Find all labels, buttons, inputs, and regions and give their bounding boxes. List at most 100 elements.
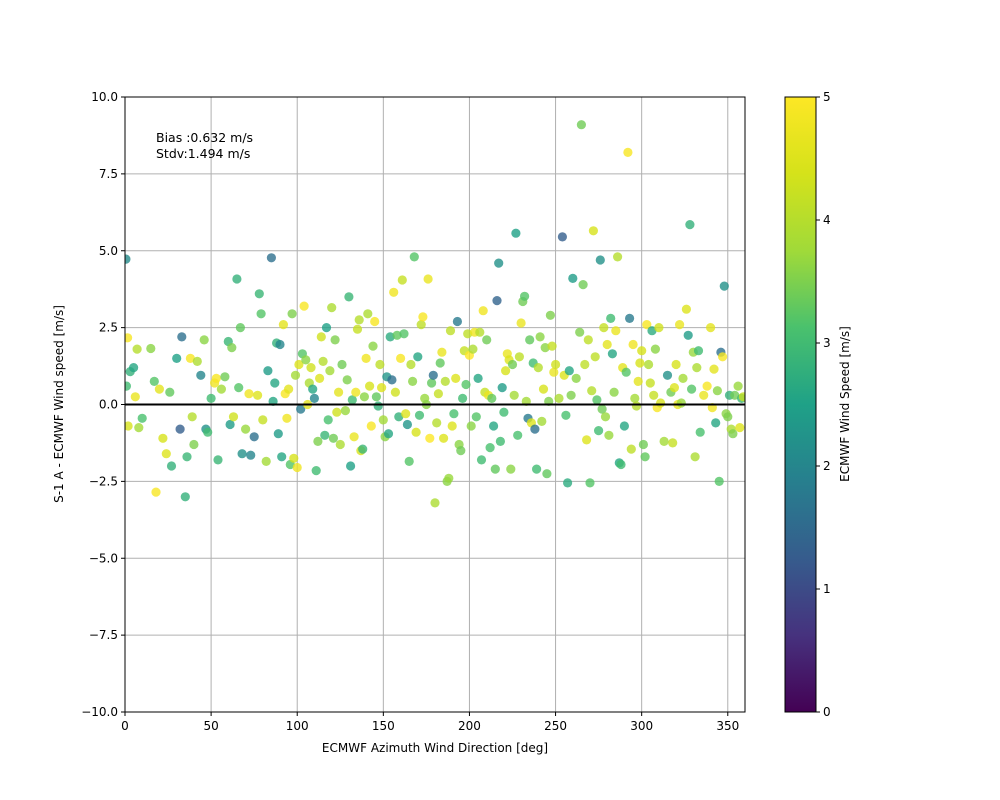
scatter-point — [640, 452, 650, 462]
scatter-point — [408, 376, 418, 386]
scatter-point — [439, 433, 449, 443]
scatter-point — [631, 401, 642, 411]
scatter-point — [719, 281, 729, 291]
scatter-point — [600, 412, 611, 422]
scatter-point — [711, 418, 721, 428]
scatter-point — [185, 353, 195, 363]
scatter-point — [196, 370, 206, 380]
scatter-point — [683, 330, 693, 340]
scatter-point — [413, 352, 423, 362]
x-axis-label: ECMWF Azimuth Wind Direction [deg] — [322, 741, 548, 755]
scatter-point — [273, 429, 283, 439]
scatter-point — [309, 393, 319, 403]
scatter-point — [225, 419, 235, 430]
scatter-point — [423, 274, 433, 284]
scatter-point — [227, 343, 237, 353]
scatter-point — [613, 252, 623, 262]
scatter-point — [399, 329, 409, 339]
scatter-point — [313, 436, 323, 446]
scatter-point — [458, 393, 468, 403]
scatter-point — [261, 456, 271, 466]
scatter-point — [351, 387, 361, 397]
scatter-point — [564, 366, 574, 376]
scatter-point — [545, 310, 556, 320]
scatter-point — [594, 426, 604, 436]
scatter-point — [263, 366, 273, 376]
scatter-point — [582, 435, 592, 445]
scatter-point — [425, 433, 435, 443]
scatter-point — [328, 433, 338, 443]
scatter-point — [390, 387, 400, 397]
scatter-point — [325, 366, 335, 376]
scatter-point — [561, 410, 571, 420]
scatter-point — [621, 367, 631, 377]
scatter-point — [576, 120, 587, 130]
scatter-point — [733, 381, 743, 391]
scatter-point — [401, 409, 411, 419]
scatter-point — [511, 228, 521, 238]
colorbar-gradient — [784, 96, 817, 713]
scatter-point — [249, 432, 259, 442]
scatter-point — [340, 406, 350, 416]
scatter-point — [316, 332, 326, 342]
scatter-point — [370, 316, 380, 327]
scatter-point — [675, 320, 685, 330]
scatter-point — [687, 384, 697, 394]
scatter-point — [352, 324, 363, 334]
scatter-point — [253, 390, 263, 400]
scatter-point — [284, 384, 294, 394]
scatter-point — [232, 274, 242, 284]
scatter-point — [580, 359, 590, 370]
scatter-point — [192, 356, 202, 366]
scatter-point — [451, 373, 461, 383]
x-tick-label: 100 — [286, 719, 309, 733]
scatter-point — [482, 335, 492, 345]
scatter-point — [630, 393, 640, 403]
scatter-point — [645, 378, 655, 388]
y-tick-label: −5.0 — [89, 551, 118, 565]
scatter-point — [220, 372, 230, 382]
colorbar-tick-label: 1 — [823, 582, 831, 596]
scatter-point — [175, 424, 185, 434]
scatter-point — [378, 415, 388, 425]
scatter-point — [514, 352, 525, 362]
scatter-point — [575, 327, 585, 337]
scatter-point — [532, 464, 542, 474]
scatter-point — [554, 393, 564, 403]
scatter-point — [266, 253, 276, 263]
scatter-point — [676, 398, 686, 408]
scatter-point — [125, 254, 131, 264]
scatter-point — [728, 429, 738, 439]
scatter-point — [377, 383, 387, 393]
scatter-point — [277, 452, 287, 462]
scatter-point — [330, 335, 340, 345]
scatter-point — [735, 423, 745, 433]
scatter-point — [137, 413, 147, 423]
scatter-point — [311, 466, 321, 476]
scatter-point — [234, 383, 244, 393]
scatter-point — [525, 335, 535, 345]
scatter-point — [172, 353, 182, 363]
scatter-point — [671, 359, 681, 370]
scatter-point — [551, 359, 561, 370]
scatter-point — [327, 303, 337, 313]
scatter-point — [216, 384, 226, 394]
scatter-point — [678, 373, 688, 383]
scatter-point — [375, 359, 385, 370]
scatter-point — [533, 363, 543, 373]
scatter-point — [428, 370, 438, 380]
x-tick-label: 0 — [121, 719, 129, 733]
scatter-point — [342, 375, 352, 385]
scatter-point — [513, 430, 523, 440]
scatter-point — [606, 313, 616, 323]
scatter-point — [712, 386, 723, 396]
scatter-point — [354, 315, 364, 325]
scatter-point — [654, 323, 664, 333]
scatter-point — [237, 449, 247, 459]
scatter-point — [547, 341, 557, 351]
scatter-point — [623, 147, 633, 157]
colorbar-tick-label: 0 — [823, 705, 831, 719]
scatter-point — [706, 323, 716, 333]
scatter-point — [182, 452, 192, 462]
y-tick-label: 2.5 — [99, 321, 118, 335]
